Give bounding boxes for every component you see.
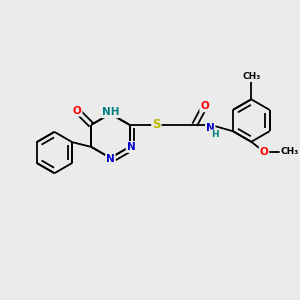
Text: N: N — [206, 123, 214, 133]
Text: S: S — [152, 118, 161, 131]
Text: CH₃: CH₃ — [242, 72, 260, 81]
Text: N: N — [127, 142, 135, 152]
Text: CH₃: CH₃ — [280, 147, 298, 156]
Text: O: O — [73, 106, 82, 116]
Text: N: N — [106, 154, 115, 164]
Text: O: O — [200, 101, 209, 111]
Text: NH: NH — [102, 107, 119, 117]
Text: H: H — [212, 130, 219, 139]
Text: O: O — [260, 147, 268, 157]
